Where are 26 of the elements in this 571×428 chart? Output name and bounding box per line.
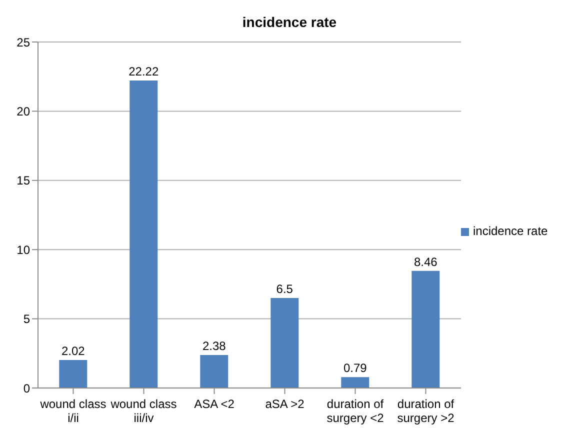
x-tick-label: wound class iii/iv (110, 397, 177, 425)
y-tick-label: 15 (16, 174, 30, 188)
x-tick-label: ASA <2 (194, 397, 235, 411)
data-label: 2.02 (61, 344, 86, 358)
y-tick-label: 0 (23, 381, 30, 396)
bar (130, 80, 158, 388)
y-tick-label: 5 (23, 312, 30, 326)
data-label: 8.46 (414, 254, 438, 269)
bar (59, 360, 88, 388)
bar (341, 377, 370, 388)
x-tick-label: duration of surgery <2 (326, 397, 384, 425)
bar (412, 270, 440, 388)
y-tick-label: 10 (16, 242, 30, 257)
chart-title: incidence rate (241, 13, 338, 32)
y-tick-label: 25 (16, 35, 30, 50)
data-label: 2.38 (202, 339, 226, 354)
data-label: 22.22 (128, 64, 159, 78)
bar (270, 298, 299, 388)
data-label: 0.79 (343, 361, 368, 376)
x-tick-label: wound class i/ii (39, 397, 106, 425)
bar (200, 355, 228, 388)
x-tick-label: aSA >2 (265, 397, 305, 411)
legend-label: incidence rate (473, 224, 548, 238)
y-tick-label: 20 (16, 104, 30, 118)
data-label: 6.5 (276, 282, 294, 296)
x-tick-label: duration of surgery >2 (397, 397, 455, 425)
